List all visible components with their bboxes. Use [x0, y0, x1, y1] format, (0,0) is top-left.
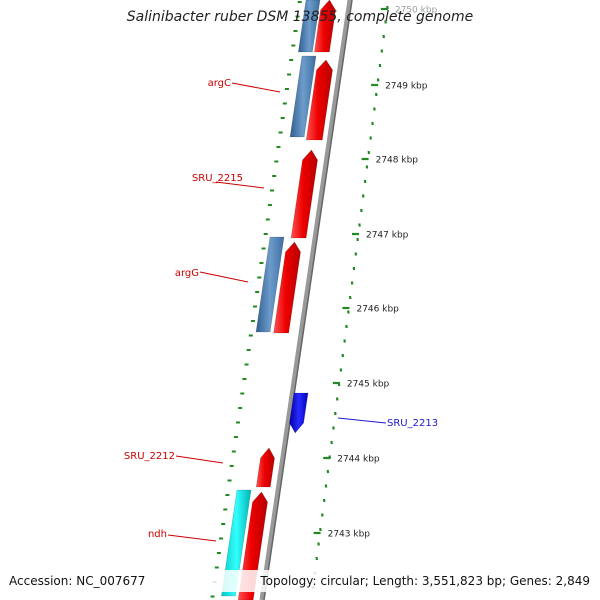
ruler-tick-label: 2746 kbp: [356, 305, 399, 315]
gene-label-leader: [167, 534, 217, 542]
gene-label-leader: [337, 417, 387, 424]
ruler-tick-label: 2744 kbp: [337, 455, 380, 465]
gene-label-leader: [175, 455, 224, 464]
gene-label[interactable]: argC: [208, 78, 231, 89]
genome-backbone: [259, 0, 353, 600]
ruler-tick-label: 2745 kbp: [347, 380, 390, 390]
genome-backbone-shadow: [263, 0, 353, 600]
gene-label[interactable]: ndh: [148, 529, 167, 540]
ruler-tick-label: 2747 kbp: [366, 231, 409, 241]
map-title: Salinibacter ruber DSM 13855, complete g…: [126, 9, 474, 25]
gene-bar-argc-forward[interactable]: [305, 59, 333, 141]
gene-label[interactable]: argG: [175, 268, 199, 279]
gene-label[interactable]: SRU_2212: [124, 451, 175, 462]
gene-label-leader: [231, 82, 281, 93]
gene-bar-sru2215[interactable]: [290, 149, 318, 239]
gene-label[interactable]: SRU_2213: [387, 418, 438, 429]
ruler-tick-label: 2748 kbp: [376, 156, 419, 166]
accession-text: Accession: NC_007677: [9, 574, 146, 588]
ruler-tick-label: 2743 kbp: [328, 530, 371, 540]
gene-bar-ndh-cyan[interactable]: [221, 489, 252, 597]
ruler-tick-label: 2749 kbp: [385, 82, 428, 92]
gene-bar-reverse[interactable]: [298, 0, 321, 53]
gene-bar-sru2212[interactable]: [255, 447, 275, 488]
gene-label-leader: [199, 271, 249, 283]
gene-bar-argc-reverse[interactable]: [289, 55, 317, 138]
genome-summary-text: Topology: circular; Length: 3,551,823 bp…: [260, 574, 590, 588]
gene-label-leader: [215, 181, 265, 189]
ruler-tick-label: 2750 kbp: [395, 6, 438, 16]
gene-bar-argg-forward[interactable]: [273, 241, 301, 334]
gene-label[interactable]: SRU_2215: [192, 173, 243, 184]
gene-bar-argg-reverse[interactable]: [255, 236, 285, 333]
gene-bar-forward[interactable]: [314, 0, 336, 53]
footer-background: [0, 570, 600, 592]
gene-bar-sru2213[interactable]: [289, 392, 309, 434]
